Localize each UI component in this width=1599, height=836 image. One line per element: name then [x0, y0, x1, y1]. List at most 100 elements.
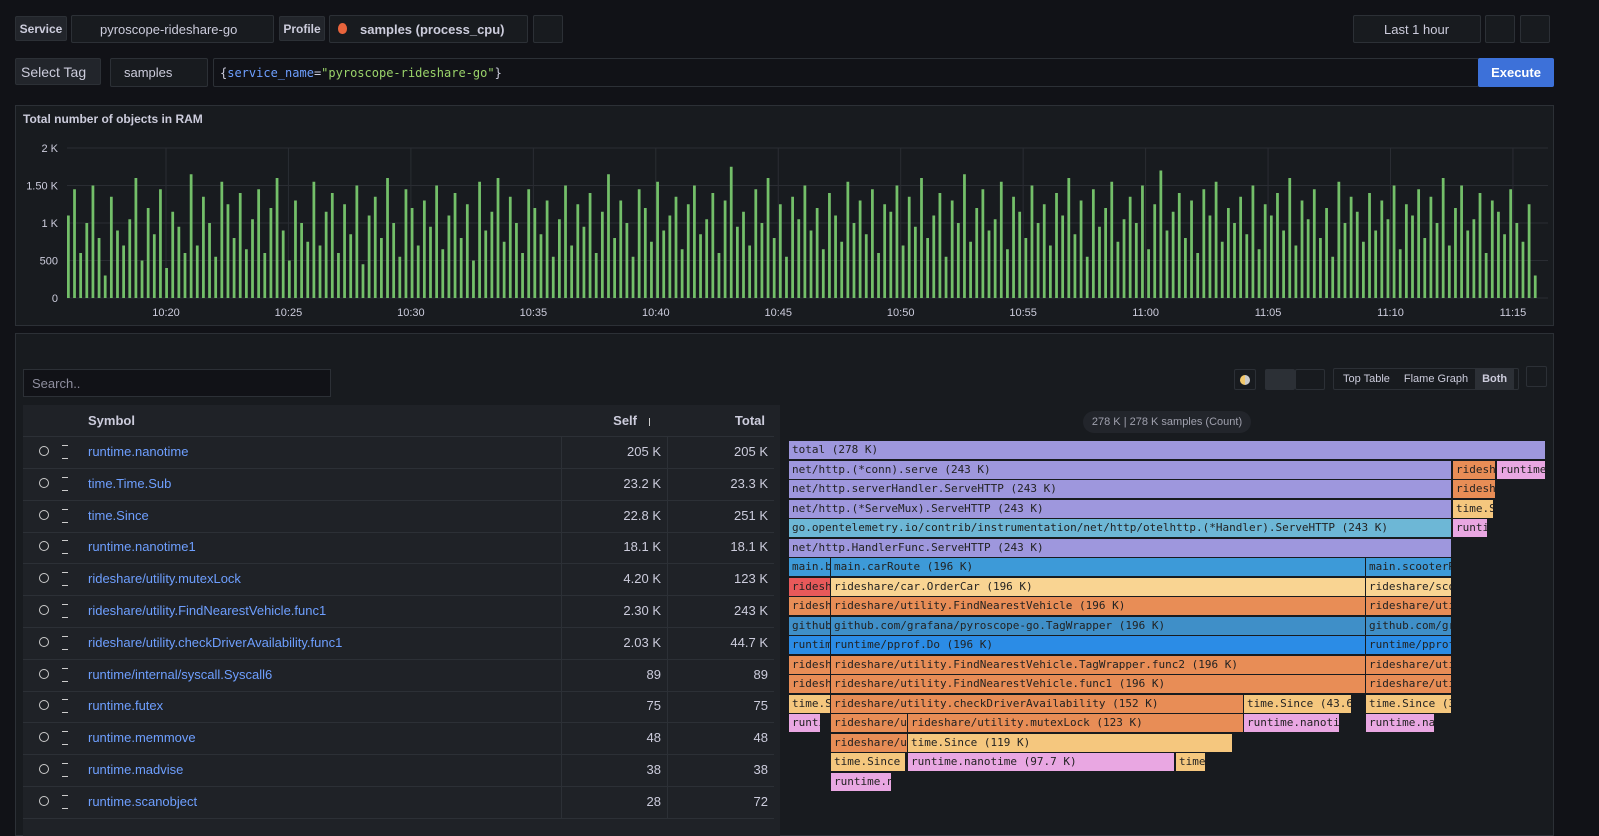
select-tag[interactable]: Select Tag	[15, 58, 101, 85]
bar	[564, 185, 567, 298]
flame-frame[interactable]: github	[789, 616, 831, 635]
service-select[interactable]: pyroscope-rideshare-go	[71, 15, 274, 43]
bar	[938, 193, 942, 298]
flame-frame[interactable]: runtime/pprof.Do (196 K)	[831, 636, 1366, 654]
flame-frame[interactable]: time.Since (119 K)	[908, 733, 1233, 752]
flame-frame[interactable]: rideshare/car.OrderCar (196 K)	[831, 577, 1366, 596]
bar	[834, 215, 837, 298]
flame-frame[interactable]: time.Since	[831, 753, 906, 771]
flame-frame[interactable]: ridesh	[789, 597, 831, 615]
execute-button[interactable]: Execute	[1478, 58, 1554, 87]
flame-frame[interactable]: time.S	[1453, 499, 1494, 518]
symbol-link[interactable]: runtime/internal/syscall.Syscall6	[88, 666, 273, 682]
flame-frame[interactable]: time.S	[789, 694, 831, 713]
flame-frame[interactable]: ridesh	[789, 675, 831, 693]
flame-frame[interactable]: go.opentelemetry.io/contrib/instrumentat…	[789, 519, 1452, 537]
bar	[306, 241, 310, 298]
flame-frame[interactable]: rideshare/utility.FindNearestVehicle.Tag…	[831, 655, 1366, 674]
flame-frame[interactable]: time.Since (3	[1366, 694, 1452, 713]
metric-select[interactable]: samples	[110, 58, 208, 87]
symbol-link[interactable]: runtime.futex	[88, 698, 164, 714]
flame-frame[interactable]: ridesh	[1453, 480, 1496, 498]
column-divider	[667, 690, 668, 723]
symbol-link[interactable]: runtime.madvise	[88, 762, 184, 777]
flame-frame[interactable]: main.carRoute (196 K)	[831, 558, 1366, 576]
total-value: 243 K	[734, 603, 768, 618]
flame-frame[interactable]: rideshare/uti	[1366, 655, 1452, 674]
search-input[interactable]: Search..	[23, 369, 331, 397]
symbol-link[interactable]: runtime.scanobject	[88, 793, 198, 809]
symbol-link[interactable]: time.Time.Sub	[88, 475, 172, 491]
flame-frame[interactable]: net/http.(*ServeMux).ServeHTTP (243 K)	[789, 499, 1452, 518]
flame-frame[interactable]: rideshare/ut	[831, 714, 908, 732]
color-dot	[1240, 374, 1250, 385]
flame-frame[interactable]: github.com/grafana/pyroscope-go.TagWrapp…	[831, 616, 1366, 635]
refresh-button[interactable]	[533, 15, 563, 43]
bar	[453, 193, 457, 298]
flame-frame[interactable]: net/http.(*conn).serve (243 K)	[789, 460, 1452, 479]
symbol-link[interactable]: runtime.memmove	[88, 730, 196, 746]
bar	[600, 211, 604, 298]
symbol-link[interactable]: rideshare/utility.FindNearestVehicle.fun…	[88, 603, 327, 618]
flame-frame[interactable]: rideshare/sco	[1366, 577, 1452, 596]
flame-frame[interactable]: ridesh	[789, 655, 831, 674]
flame-frame[interactable]: runtime	[1497, 460, 1546, 479]
bar	[680, 249, 684, 298]
bar	[263, 253, 267, 298]
flame-frame[interactable]: rideshare/ut	[831, 733, 908, 752]
flame-frame[interactable]: rideshare/uti	[1366, 597, 1452, 615]
query-input[interactable]: {service_name = "pyroscope-rideshare-go"}	[213, 58, 1479, 87]
align-left-button[interactable]	[1265, 369, 1295, 390]
color-mode-button[interactable]	[1234, 369, 1256, 390]
symbol-link[interactable]: runtime.nanotime	[88, 444, 189, 459]
flame-frame[interactable]: runtim	[789, 636, 831, 654]
flame-frame[interactable]: rideshare/utility.mutexLock (123 K)	[908, 714, 1244, 732]
bar	[558, 219, 561, 298]
refresh-time-button[interactable]	[1520, 15, 1550, 43]
bar	[1503, 234, 1506, 298]
flame-frame[interactable]: rideshare/utility.FindNearestVehicle (19…	[831, 597, 1366, 615]
flame-frame[interactable]: time	[1176, 753, 1206, 771]
flame-frame[interactable]: runtime.na	[1366, 714, 1435, 732]
flame-frame[interactable]: net/http.HandlerFunc.ServeHTTP (243 K)	[789, 538, 1452, 557]
time-range-picker[interactable]: Last 1 hour	[1353, 15, 1481, 43]
bar	[582, 226, 586, 298]
zoom-out-button[interactable]	[1485, 15, 1515, 43]
flame-frame[interactable]: main.b	[789, 558, 831, 576]
profile-select[interactable]: samples (process_cpu)	[329, 15, 528, 43]
flame-frame[interactable]: rideshare/uti	[1366, 675, 1452, 693]
export-button[interactable]	[1526, 366, 1547, 387]
flame-frame[interactable]: rideshare/utility.FindNearestVehicle.fun…	[831, 675, 1366, 693]
flame-frame[interactable]: runtime/pprof	[1366, 636, 1452, 654]
expand-icon	[62, 763, 68, 777]
flame-frame[interactable]: runti	[789, 714, 821, 732]
flame-frame[interactable]: net/http.serverHandler.ServeHTTP (243 K)	[789, 480, 1452, 498]
symbol-link[interactable]: rideshare/utility.mutexLock	[88, 571, 241, 587]
symbol-link[interactable]: rideshare/utility.checkDriverAvailabilit…	[88, 634, 343, 650]
flame-frame[interactable]: ridesh	[1453, 460, 1496, 479]
column-divider	[667, 563, 668, 596]
flame-frame[interactable]: github.com/gr	[1366, 616, 1452, 635]
bar	[244, 249, 248, 298]
bar	[1079, 200, 1083, 298]
align-right-button[interactable]	[1295, 369, 1325, 390]
symbol-link[interactable]: runtime.nanotime1	[88, 539, 196, 555]
flame-frame[interactable]: ridesh	[789, 577, 831, 596]
flame-frame[interactable]: runtime.nanoti	[1244, 714, 1340, 732]
view-button[interactable]: Top Table	[1343, 373, 1390, 385]
flame-frame[interactable]: total (278 K)	[789, 441, 1546, 459]
flame-frame[interactable]: time.Since (43.6 K	[1244, 694, 1352, 713]
view-button[interactable]: Both	[1475, 368, 1515, 390]
flame-frame[interactable]: main.scooterR	[1366, 558, 1452, 576]
flame-frame[interactable]: runtime.n	[831, 772, 892, 791]
bar	[140, 260, 144, 298]
bar	[1085, 256, 1089, 298]
flame-frame[interactable]: runti	[1453, 519, 1488, 537]
bar	[422, 200, 426, 298]
symbol-link[interactable]: time.Since	[88, 507, 149, 523]
flame-frame[interactable]: runtime.nanotime (97.7 K)	[908, 753, 1175, 771]
bar	[1319, 238, 1322, 298]
flame-frame[interactable]: rideshare/utility.checkDriverAvailabilit…	[831, 694, 1244, 713]
view-button[interactable]: Flame Graph	[1403, 373, 1469, 385]
search-icon	[39, 732, 49, 743]
